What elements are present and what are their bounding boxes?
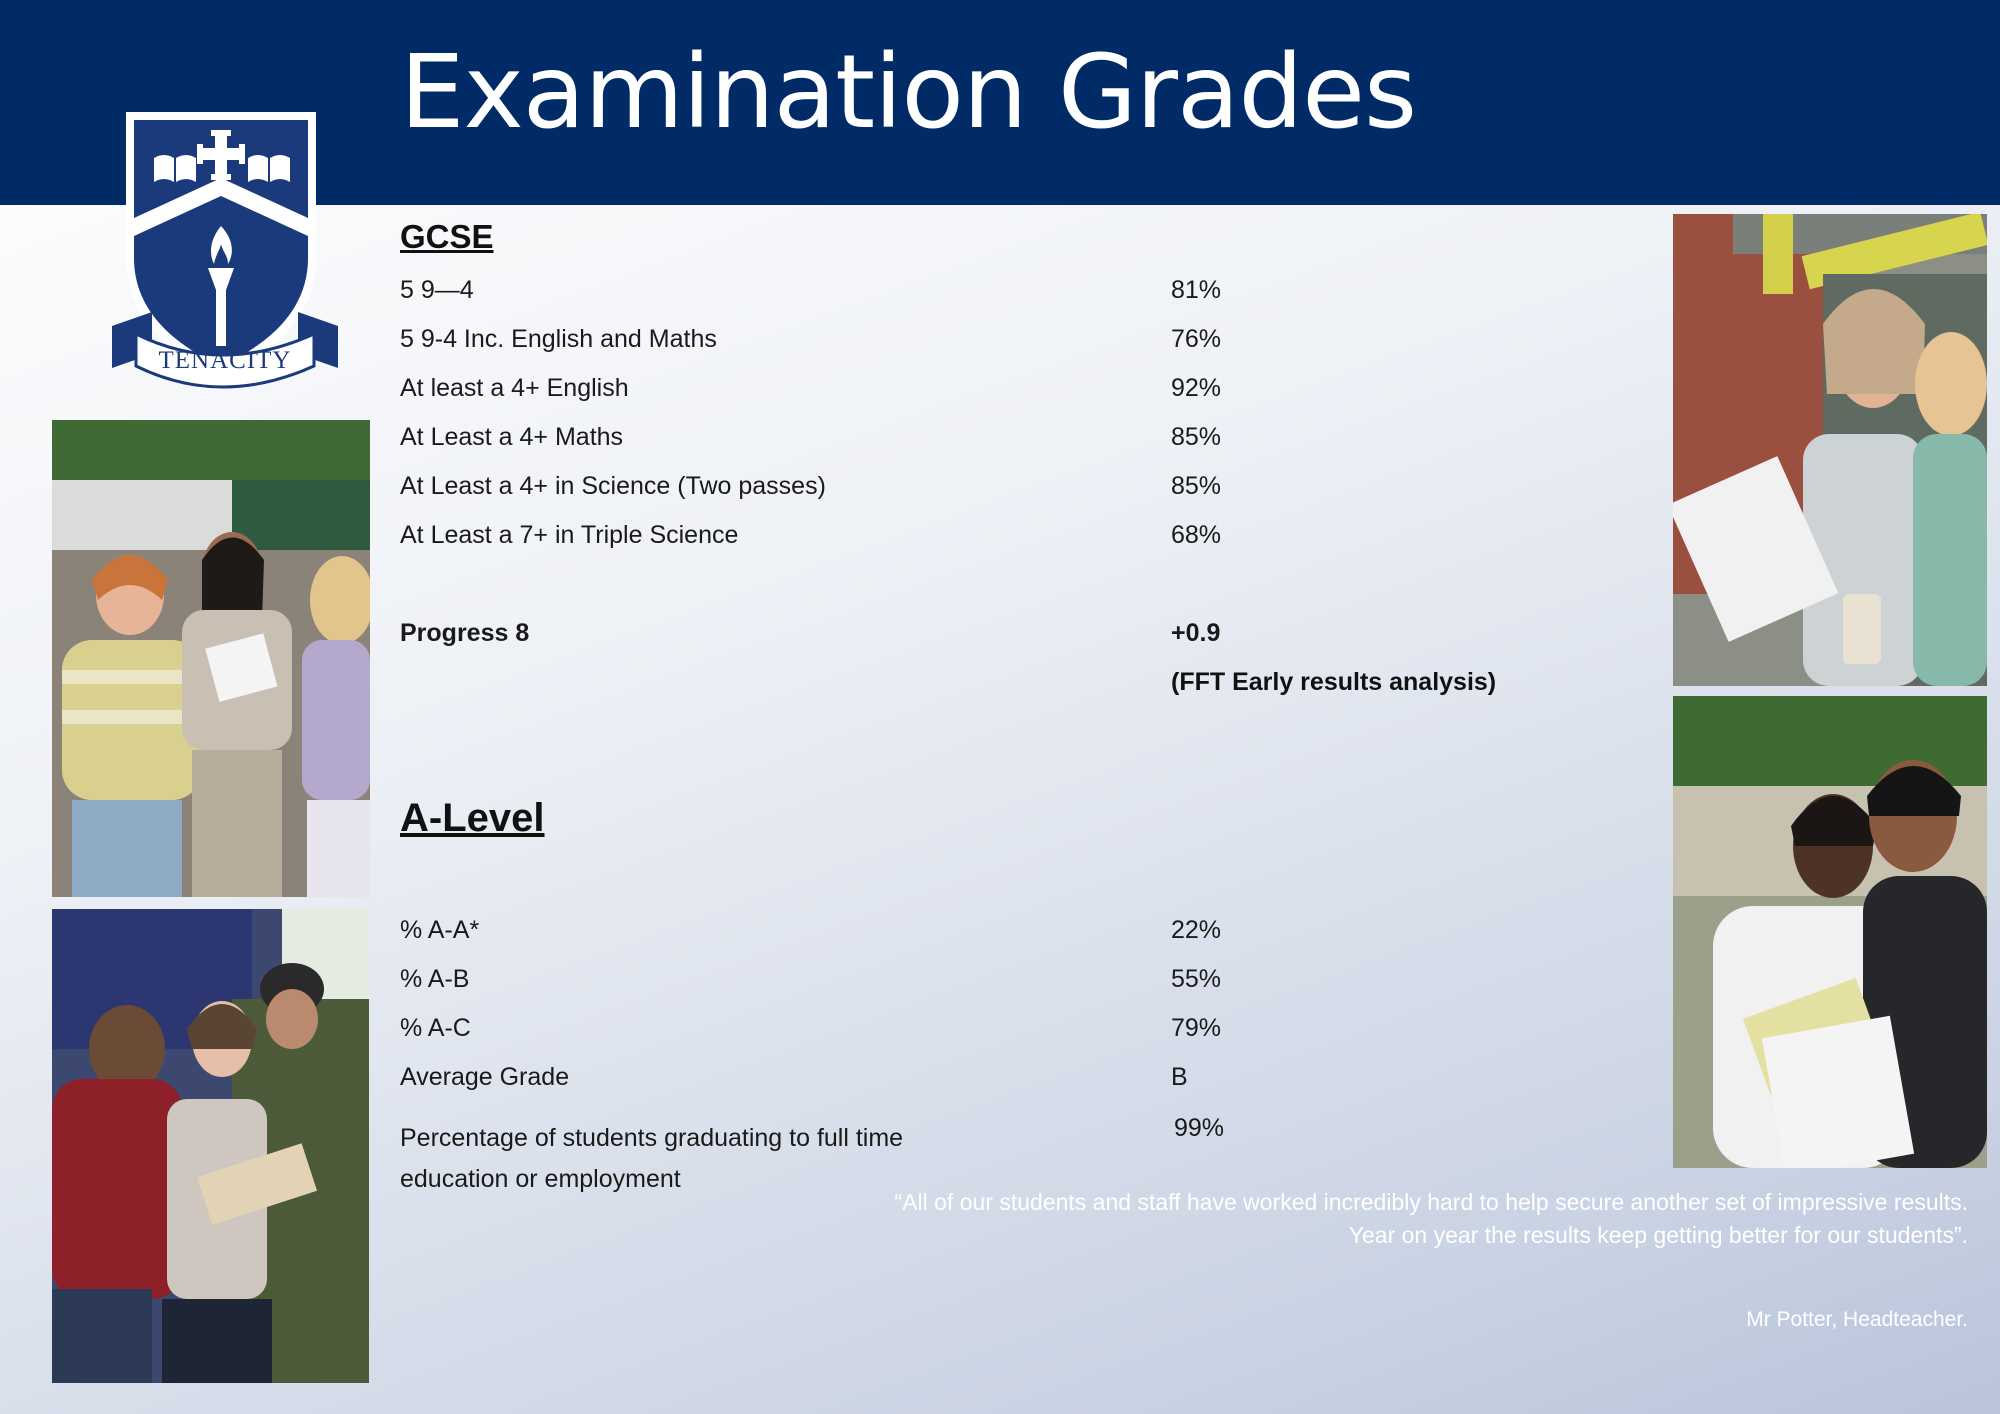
alevel-row-value: 22% xyxy=(1171,916,1222,944)
alevel-row-label: % A-A* xyxy=(400,916,480,944)
progress-8-value: +0.9 xyxy=(1171,619,1221,647)
alevel-row-value: 55% xyxy=(1171,965,1222,993)
headteacher-quote: “All of our students and staff have work… xyxy=(894,1189,1968,1248)
gcse-row-value: 68% xyxy=(1171,521,1222,549)
gcse-row-value: 85% xyxy=(1171,423,1222,451)
alevel-row-value: B xyxy=(1171,1063,1188,1091)
progress-8-label: Progress 8 xyxy=(400,619,530,647)
gcse-row-value: 85% xyxy=(1171,472,1222,500)
photo-students-opening-results xyxy=(1673,696,1987,1168)
gcse-row: At Least a 4+ Maths 85% xyxy=(400,423,1600,463)
gcse-heading: GCSE xyxy=(400,218,494,255)
destinations-value: 99% xyxy=(1174,1114,1225,1142)
gcse-row: At Least a 7+ in Triple Science 68% xyxy=(400,521,1600,561)
book-icon xyxy=(154,155,196,182)
gcse-row: 5 9—4 81% xyxy=(400,276,1600,316)
school-crest-logo xyxy=(112,112,338,389)
alevel-row: % A-A* 22% xyxy=(400,916,1600,956)
gcse-row-value: 92% xyxy=(1171,374,1222,402)
cross-icon xyxy=(197,130,245,180)
alevel-row: % A-C 79% xyxy=(400,1014,1600,1054)
progress-8-note: (FFT Early results analysis) xyxy=(1171,668,1497,696)
photo-students-celebrating xyxy=(52,420,370,897)
page-title: Examination Grades xyxy=(400,33,1417,152)
photo-students-reading-results xyxy=(52,909,369,1383)
gcse-row-label: At least a 4+ English xyxy=(400,374,629,402)
gcse-row-label: 5 9-4 Inc. English and Maths xyxy=(400,325,717,353)
gcse-row-value: 81% xyxy=(1171,276,1222,304)
gcse-row: At Least a 4+ in Science (Two passes) 85… xyxy=(400,472,1600,512)
book-icon xyxy=(248,155,290,182)
torch-icon xyxy=(208,226,234,346)
progress-8-row: Progress 8 +0.9 xyxy=(400,619,1600,659)
alevel-heading: A-Level xyxy=(400,796,545,840)
gcse-row: 5 9-4 Inc. English and Maths 76% xyxy=(400,325,1600,365)
alevel-row-value: 79% xyxy=(1171,1014,1222,1042)
alevel-row-label: % A-C xyxy=(400,1014,471,1042)
photo-students-comparing-results xyxy=(1673,214,1987,686)
destinations-label: Percentage of students graduating to ful… xyxy=(400,1124,904,1193)
gcse-row-label: 5 9—4 xyxy=(400,276,474,304)
gcse-row-value: 76% xyxy=(1171,325,1222,353)
gcse-row-label: At Least a 7+ in Triple Science xyxy=(400,521,739,549)
header-banner xyxy=(0,0,2000,205)
alevel-row-label: % A-B xyxy=(400,965,470,993)
crest-motto: TENACITY xyxy=(158,347,292,374)
gcse-row-label: At Least a 4+ Maths xyxy=(400,423,624,451)
alevel-row-label: Average Grade xyxy=(400,1063,570,1091)
alevel-row: Average Grade B xyxy=(400,1063,1600,1103)
gcse-row: At least a 4+ English 92% xyxy=(400,374,1600,414)
gcse-row-label: At Least a 4+ in Science (Two passes) xyxy=(400,472,826,500)
alevel-row: % A-B 55% xyxy=(400,965,1600,1005)
quote-attribution: Mr Potter, Headteacher. xyxy=(1746,1308,1968,1331)
